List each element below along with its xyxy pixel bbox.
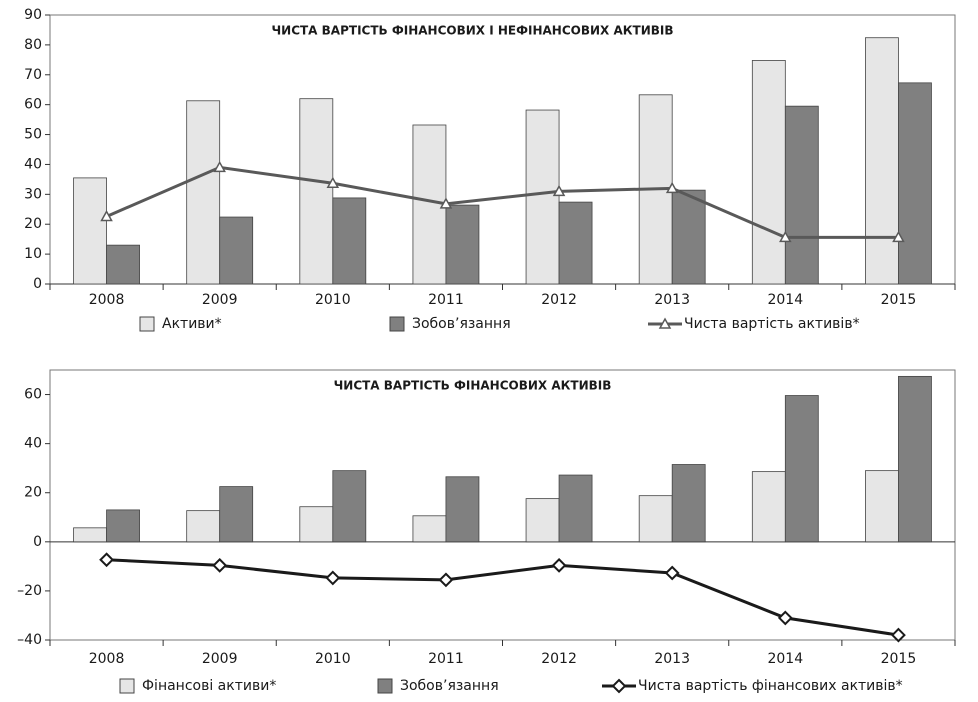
line xyxy=(106,558,899,637)
bar xyxy=(558,201,593,285)
x-tick-label: 2015 xyxy=(881,651,917,667)
line-marker xyxy=(212,557,228,573)
legend-label: Зобов’язання xyxy=(412,316,511,332)
y-tick-label: –20 xyxy=(17,583,42,599)
plot-frame xyxy=(49,369,956,641)
bar xyxy=(412,124,447,285)
legend-label: Чиста вартість фінансових активів* xyxy=(638,678,903,694)
bar xyxy=(671,189,706,285)
legend-label: Активи* xyxy=(162,316,222,332)
bar xyxy=(784,395,819,543)
line-marker xyxy=(439,197,453,209)
bar xyxy=(751,60,786,285)
line-marker xyxy=(664,565,680,581)
line-marker xyxy=(325,570,341,586)
line-marker xyxy=(438,572,454,588)
y-tick-label: 0 xyxy=(33,276,42,292)
legend-swatch xyxy=(377,678,393,694)
line xyxy=(105,165,899,239)
bar xyxy=(73,177,107,285)
plot-frame xyxy=(49,14,956,285)
y-tick-label: –40 xyxy=(17,632,42,648)
x-tick-label: 2014 xyxy=(767,292,803,308)
x-tick-label: 2011 xyxy=(428,651,464,667)
x-tick-label: 2011 xyxy=(428,292,464,308)
legend-swatch xyxy=(119,678,135,694)
y-tick-label: 40 xyxy=(24,156,42,172)
bar xyxy=(898,82,932,285)
x-tick-label: 2010 xyxy=(315,651,351,667)
line-marker xyxy=(777,610,793,626)
bar xyxy=(898,375,932,543)
bar xyxy=(106,509,140,543)
bar xyxy=(525,498,560,543)
x-tick-label: 2010 xyxy=(315,292,351,308)
legend-swatch xyxy=(389,316,405,332)
line-marker xyxy=(552,184,566,197)
bar xyxy=(865,470,899,543)
bar xyxy=(865,37,899,285)
legend-label: Фінансові активи* xyxy=(142,678,276,694)
bar xyxy=(445,204,480,285)
y-tick-label: 30 xyxy=(24,186,42,202)
x-tick-label: 2013 xyxy=(654,651,690,667)
y-tick-label: 50 xyxy=(24,127,42,143)
bar xyxy=(784,105,819,285)
bar xyxy=(638,495,673,543)
line-marker xyxy=(891,627,906,643)
legend-label: Зобов’язання xyxy=(400,678,499,694)
bar xyxy=(73,527,107,543)
bar xyxy=(412,515,447,543)
line-marker xyxy=(99,552,114,568)
x-tick-label: 2013 xyxy=(654,292,690,308)
chart-title: ЧИСТА ВАРТІСТЬ ФІНАНСОВИХ І НЕФІНАНСОВИХ… xyxy=(271,24,673,38)
bar xyxy=(558,474,593,543)
line-marker xyxy=(100,209,113,222)
x-tick-label: 2012 xyxy=(541,292,577,308)
y-tick-label: 20 xyxy=(24,485,42,501)
bar xyxy=(445,476,480,543)
x-tick-label: 2014 xyxy=(767,651,803,667)
y-tick-label: 90 xyxy=(24,7,42,23)
bar xyxy=(299,98,334,285)
line-marker xyxy=(779,230,792,243)
x-tick-label: 2009 xyxy=(202,292,238,308)
bar xyxy=(219,216,254,285)
bar xyxy=(186,510,221,543)
line-marker xyxy=(658,317,672,329)
bar xyxy=(219,486,254,543)
legend-swatch xyxy=(139,316,155,332)
legend-label: Чиста вартість активів* xyxy=(684,316,860,332)
bar xyxy=(525,109,560,285)
y-tick-label: 10 xyxy=(24,246,42,262)
y-tick-label: 60 xyxy=(24,387,42,403)
y-tick-label: 70 xyxy=(24,67,42,83)
line-marker xyxy=(326,176,340,189)
line-marker xyxy=(665,181,679,194)
x-tick-label: 2008 xyxy=(89,292,125,308)
y-tick-label: 0 xyxy=(33,534,42,550)
y-tick-label: 60 xyxy=(24,97,42,113)
line-marker xyxy=(892,230,905,243)
x-tick-label: 2012 xyxy=(541,651,577,667)
line-marker xyxy=(213,160,226,173)
bar xyxy=(332,470,367,543)
chart-title: ЧИСТА ВАРТІСТЬ ФІНАНСОВИХ АКТИВІВ xyxy=(334,379,612,393)
bar xyxy=(186,100,221,285)
bar xyxy=(751,471,786,543)
bar xyxy=(332,197,367,285)
bar xyxy=(106,244,140,285)
y-tick-label: 80 xyxy=(24,37,42,53)
line-marker xyxy=(551,557,567,573)
x-tick-label: 2009 xyxy=(202,651,238,667)
bar xyxy=(671,464,706,543)
line-marker xyxy=(611,678,627,694)
x-tick-label: 2015 xyxy=(881,292,917,308)
x-tick-label: 2008 xyxy=(89,651,125,667)
y-tick-label: 40 xyxy=(24,436,42,452)
bar xyxy=(299,506,334,543)
y-tick-label: 20 xyxy=(24,216,42,232)
